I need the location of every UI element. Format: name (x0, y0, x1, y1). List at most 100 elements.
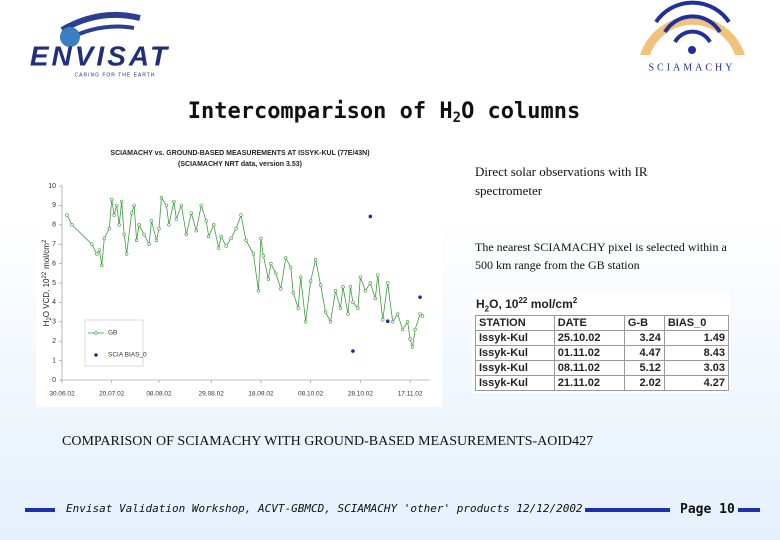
legend-label: SCIA BIAS_0 (108, 352, 147, 359)
data-point (124, 252, 129, 256)
data-point (296, 306, 300, 310)
data-point (279, 287, 283, 291)
data-point (368, 214, 373, 219)
data-point (413, 327, 417, 332)
data-table: H2O, 1022 mol/cm2 STATION DATE G-B BIAS_0 I… (472, 293, 730, 393)
table-row: Issyk-Kul 01.11.02 4.47 8.43 (475, 345, 730, 362)
table-cell: Issyk-Kul (475, 330, 555, 347)
data-point (363, 289, 368, 293)
x-tick-label: 17.11.02 (398, 391, 423, 398)
table-row: Issyk-Kul 21.11.02 2.02 4.27 (475, 375, 730, 392)
data-point (90, 242, 94, 246)
data-point (313, 258, 318, 262)
data-point (400, 327, 405, 332)
data-point (256, 289, 261, 293)
data-point (211, 223, 216, 227)
data-point (137, 223, 141, 227)
data-point (179, 203, 184, 208)
note: The nearest SCIAMACHY pixel is selected … (475, 240, 727, 272)
data-point (129, 211, 134, 215)
data-point (291, 291, 295, 295)
y-tick-label: 2 (52, 338, 56, 345)
data-point (385, 319, 390, 324)
data-point (410, 345, 415, 349)
table-cell: 01.11.02 (553, 345, 625, 362)
y-axis-label: H2O VCD, 1022mol/cm2 (42, 239, 53, 326)
table-cell: Issyk-Kul (475, 375, 555, 392)
x-tick-label: 08.10.02 (298, 391, 324, 398)
data-point (224, 244, 228, 248)
data-point (134, 238, 139, 243)
footer-rule (738, 508, 760, 512)
data-point (216, 246, 221, 250)
data-point (142, 232, 146, 237)
data-point (373, 296, 377, 301)
chart: SCIAMACHY vs. GROUND-BASED MEASUREMENTS … (42, 150, 430, 398)
logo-text: ENVISAT (30, 40, 170, 71)
table-cell: 3.03 (663, 360, 730, 377)
data-point (420, 314, 425, 318)
data-point (418, 312, 422, 316)
data-point (348, 285, 353, 289)
data-point (115, 203, 119, 208)
data-point (102, 236, 106, 241)
x-tick-label: 29.08.02 (199, 391, 225, 398)
chart-background (36, 143, 442, 407)
data-point (266, 277, 271, 281)
data-point (207, 234, 211, 239)
y-tick-label: 8 (52, 222, 56, 229)
data-point (333, 289, 338, 293)
data-point (174, 217, 179, 221)
y-tick-label: 6 (52, 260, 56, 267)
note: Direct solar observations with IR spectr… (475, 164, 648, 198)
data-point (119, 199, 124, 204)
data-point (338, 306, 343, 310)
slide-title: Intercomparison of H2O columns (188, 99, 581, 126)
data-point (376, 273, 380, 277)
table-cell: 25.10.02 (553, 330, 625, 347)
data-point (194, 228, 198, 233)
table-cell: 3.24 (623, 330, 665, 347)
data-point (244, 238, 248, 243)
table-cell: Issyk-Kul (475, 345, 555, 362)
y-tick-label: 10 (48, 183, 56, 190)
table-header: STATION (475, 315, 555, 332)
table: STATION DATE G-B BIAS_0 Issyk-Kul 25.10.02 3.… (475, 315, 730, 392)
data-point (269, 261, 273, 266)
data-point (346, 312, 350, 316)
data-point (149, 219, 154, 223)
data-point (351, 349, 355, 353)
data-point (110, 197, 114, 202)
data-point (172, 199, 176, 204)
data-point (100, 263, 104, 268)
y-tick-label: 1 (52, 357, 56, 364)
data-point (147, 242, 151, 246)
x-tick-label: 30.06.02 (49, 391, 75, 398)
data-line (66, 196, 423, 348)
data-point (261, 254, 266, 258)
data-point (167, 223, 171, 227)
table-cell: 21.11.02 (553, 375, 625, 392)
data-point (97, 248, 101, 252)
data-point (199, 203, 203, 208)
x-tick-label: 08.08.02 (146, 391, 172, 398)
data-point (274, 271, 278, 275)
table-cell: 4.47 (623, 345, 665, 362)
data-point (395, 312, 400, 316)
data-point (358, 275, 363, 279)
data-point (408, 337, 412, 341)
chart-subtitle: (SCIAMACHY NRT data, version 3.53) (178, 161, 302, 168)
caption: COMPARISON OF SCIAMACHY WITH GROUND-BASE… (62, 434, 594, 449)
data-point (164, 203, 169, 208)
legend-swatch (94, 331, 98, 335)
table-cell: Issyk-Kul (475, 360, 555, 377)
y-tick-label: 7 (52, 241, 56, 248)
legend (84, 319, 144, 367)
sciamachy-logo: SCIAMACHY (640, 0, 745, 73)
data-point (159, 195, 164, 200)
data-point (368, 281, 373, 285)
table-header: BIAS_0 (663, 315, 730, 332)
y-tick-label: 5 (52, 280, 56, 287)
data-point (386, 281, 390, 285)
